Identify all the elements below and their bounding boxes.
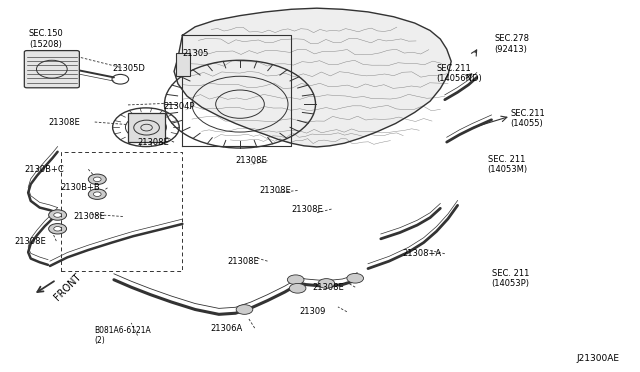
Text: 21308E: 21308E (138, 138, 170, 147)
Text: SEC. 211
(14053M): SEC. 211 (14053M) (488, 155, 528, 174)
Text: 21304P: 21304P (163, 102, 195, 110)
Polygon shape (174, 8, 451, 147)
Circle shape (93, 192, 101, 196)
Text: B081A6-6121A
(2): B081A6-6121A (2) (95, 326, 152, 345)
Text: FRONT: FRONT (52, 272, 83, 302)
Circle shape (54, 227, 61, 231)
Circle shape (54, 213, 61, 217)
Text: J21300AE: J21300AE (577, 354, 620, 363)
Text: 21308E: 21308E (227, 257, 259, 266)
Text: SEC. 211
(14053P): SEC. 211 (14053P) (492, 269, 529, 288)
Text: 21308E: 21308E (74, 212, 106, 221)
Text: 21309: 21309 (300, 307, 326, 316)
Circle shape (287, 275, 304, 285)
Circle shape (347, 273, 364, 283)
Text: 21308E: 21308E (291, 205, 323, 214)
Text: 21308+A: 21308+A (402, 249, 441, 258)
Text: 21308E: 21308E (259, 186, 291, 195)
Text: 21308E: 21308E (312, 283, 344, 292)
Circle shape (88, 189, 106, 199)
Circle shape (93, 177, 101, 182)
Circle shape (49, 224, 67, 234)
Text: 21305D: 21305D (112, 64, 145, 73)
Text: SEC.211
(14055): SEC.211 (14055) (511, 109, 545, 128)
Text: 2130B+B: 2130B+B (61, 183, 100, 192)
Text: 21305: 21305 (182, 49, 209, 58)
Circle shape (88, 174, 106, 185)
Bar (128, 113, 165, 142)
Text: SEC.150
(15208): SEC.150 (15208) (29, 29, 63, 49)
Bar (176, 53, 190, 76)
Text: 2130B+C: 2130B+C (24, 165, 64, 174)
Text: SEC.278
(92413): SEC.278 (92413) (494, 34, 529, 54)
FancyBboxPatch shape (24, 51, 79, 88)
Text: SEC.211
(14056ND): SEC.211 (14056ND) (436, 64, 482, 83)
Text: 21308E: 21308E (48, 118, 80, 126)
Text: 21308E: 21308E (236, 156, 268, 165)
Circle shape (318, 279, 335, 288)
Text: 21308E: 21308E (14, 237, 46, 246)
Text: 21306A: 21306A (210, 324, 242, 333)
Circle shape (236, 305, 253, 314)
Circle shape (49, 210, 67, 220)
Circle shape (289, 283, 306, 293)
